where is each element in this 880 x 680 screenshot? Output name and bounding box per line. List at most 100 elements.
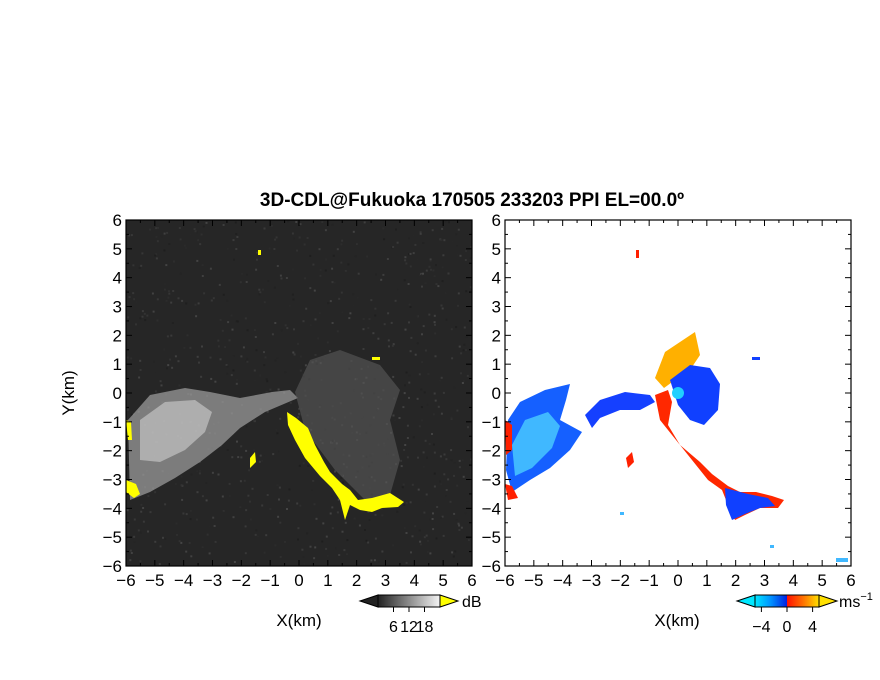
snr-noise-speckle bbox=[140, 510, 143, 513]
snr-noise-speckle bbox=[344, 269, 347, 272]
velocity-y-tick-label: 3 bbox=[492, 298, 501, 317]
snr-noise-speckle bbox=[336, 511, 339, 514]
snr-noise-speckle bbox=[133, 298, 136, 301]
snr-noise-speckle bbox=[325, 535, 328, 538]
snr-noise-speckle bbox=[326, 554, 329, 557]
snr-noise-speckle bbox=[254, 379, 256, 382]
snr-noise-speckle bbox=[183, 292, 186, 295]
snr-noise-speckle bbox=[426, 551, 429, 553]
snr-noise-speckle bbox=[212, 297, 215, 300]
snr-noise-speckle bbox=[392, 246, 395, 248]
velocity-colorbar-ticks: −4 0 4 bbox=[752, 607, 817, 636]
snr-noise-speckle bbox=[458, 529, 461, 531]
snr-noise-speckle bbox=[249, 500, 251, 503]
snr-noise-speckle bbox=[186, 334, 189, 337]
snr-noise-speckle bbox=[247, 494, 250, 497]
snr-noise-speckle bbox=[157, 226, 159, 229]
snr-noise-speckle bbox=[256, 251, 258, 254]
velocity-x-tick-label: 0 bbox=[673, 571, 682, 590]
snr-noise-speckle bbox=[196, 259, 199, 262]
snr-noise-speckle bbox=[288, 304, 291, 307]
snr-noise-speckle bbox=[332, 254, 335, 257]
snr-noise-speckle bbox=[224, 346, 227, 349]
snr-x-tick-label: −2 bbox=[232, 571, 251, 590]
snr-noise-speckle bbox=[450, 449, 453, 452]
snr-noise-speckle bbox=[279, 555, 282, 558]
snr-noise-speckle bbox=[254, 336, 257, 338]
snr-echo-highlight bbox=[126, 480, 140, 498]
snr-noise-speckle bbox=[440, 483, 443, 486]
snr-noise-speckle bbox=[445, 318, 448, 321]
snr-noise-speckle bbox=[164, 538, 167, 540]
snr-noise-speckle bbox=[209, 356, 212, 359]
snr-noise-speckle bbox=[434, 332, 437, 335]
snr-noise-speckle bbox=[198, 472, 201, 475]
snr-noise-speckle bbox=[409, 305, 412, 308]
snr-noise-speckle bbox=[407, 237, 410, 240]
snr-noise-speckle bbox=[200, 233, 203, 236]
snr-echo-highlight bbox=[126, 420, 132, 440]
snr-noise-speckle bbox=[421, 361, 424, 364]
velocity-echo-positive bbox=[505, 484, 518, 500]
snr-noise-speckle bbox=[268, 391, 271, 394]
snr-noise-speckle bbox=[411, 483, 414, 486]
snr-noise-speckle bbox=[263, 301, 266, 304]
snr-noise-speckle bbox=[193, 228, 196, 231]
snr-noise-speckle bbox=[155, 235, 158, 238]
snr-x-tick-label: −5 bbox=[145, 571, 164, 590]
snr-noise-speckle bbox=[403, 503, 406, 506]
snr-noise-speckle bbox=[433, 451, 436, 454]
snr-x-tick-label: 0 bbox=[294, 571, 303, 590]
snr-noise-speckle bbox=[331, 506, 334, 509]
snr-noise-speckle bbox=[432, 528, 435, 531]
snr-noise-speckle bbox=[426, 456, 428, 459]
snr-noise-speckle bbox=[364, 529, 366, 531]
snr-noise-speckle bbox=[201, 264, 204, 267]
snr-noise-speckle bbox=[325, 547, 328, 550]
snr-noise-speckle bbox=[443, 473, 446, 476]
velocity-x-tick-label: 3 bbox=[760, 571, 769, 590]
snr-noise-speckle bbox=[419, 231, 422, 234]
snr-noise-speckle bbox=[405, 371, 408, 374]
snr-noise-speckle bbox=[383, 323, 386, 326]
snr-noise-speckle bbox=[367, 541, 370, 544]
snr-x-tick-label: −6 bbox=[116, 571, 135, 590]
snr-noise-speckle bbox=[315, 517, 318, 520]
snr-noise-speckle bbox=[450, 459, 453, 462]
velocity-echo-field bbox=[505, 250, 848, 562]
snr-noise-speckle bbox=[419, 232, 422, 235]
snr-noise-speckle bbox=[152, 564, 155, 566]
snr-noise-speckle bbox=[318, 248, 321, 251]
snr-noise-speckle bbox=[139, 531, 142, 534]
snr-noise-speckle bbox=[460, 526, 463, 529]
velocity-echo-negative bbox=[670, 365, 720, 425]
snr-noise-speckle bbox=[391, 344, 394, 347]
snr-noise-speckle bbox=[202, 225, 205, 228]
snr-noise-speckle bbox=[340, 476, 343, 479]
snr-noise-speckle bbox=[166, 231, 169, 234]
snr-noise-speckle bbox=[163, 348, 166, 351]
snr-noise-speckle bbox=[234, 221, 237, 224]
velocity-y-tick-label: 2 bbox=[492, 326, 501, 345]
snr-noise-speckle bbox=[331, 527, 334, 530]
snr-noise-speckle bbox=[386, 258, 389, 260]
snr-noise-speckle bbox=[437, 285, 440, 288]
snr-x-tick-label: −1 bbox=[260, 571, 279, 590]
snr-noise-speckle bbox=[392, 343, 395, 346]
snr-noise-speckle bbox=[309, 545, 312, 548]
snr-noise-speckle bbox=[407, 283, 410, 285]
snr-noise-speckle bbox=[253, 449, 256, 452]
snr-noise-speckle bbox=[454, 550, 457, 553]
snr-noise-speckle bbox=[296, 502, 299, 505]
snr-noise-speckle bbox=[261, 459, 264, 462]
snr-noise-speckle bbox=[188, 542, 191, 544]
snr-noise-speckle bbox=[174, 483, 177, 485]
snr-noise-speckle bbox=[362, 318, 365, 320]
snr-noise-speckle bbox=[422, 465, 425, 468]
snr-noise-speckle bbox=[410, 336, 413, 339]
snr-noise-speckle bbox=[232, 355, 235, 358]
snr-noise-speckle bbox=[185, 362, 188, 365]
snr-noise-speckle bbox=[245, 281, 248, 283]
snr-noise-speckle bbox=[415, 398, 418, 401]
snr-noise-speckle bbox=[178, 227, 181, 229]
